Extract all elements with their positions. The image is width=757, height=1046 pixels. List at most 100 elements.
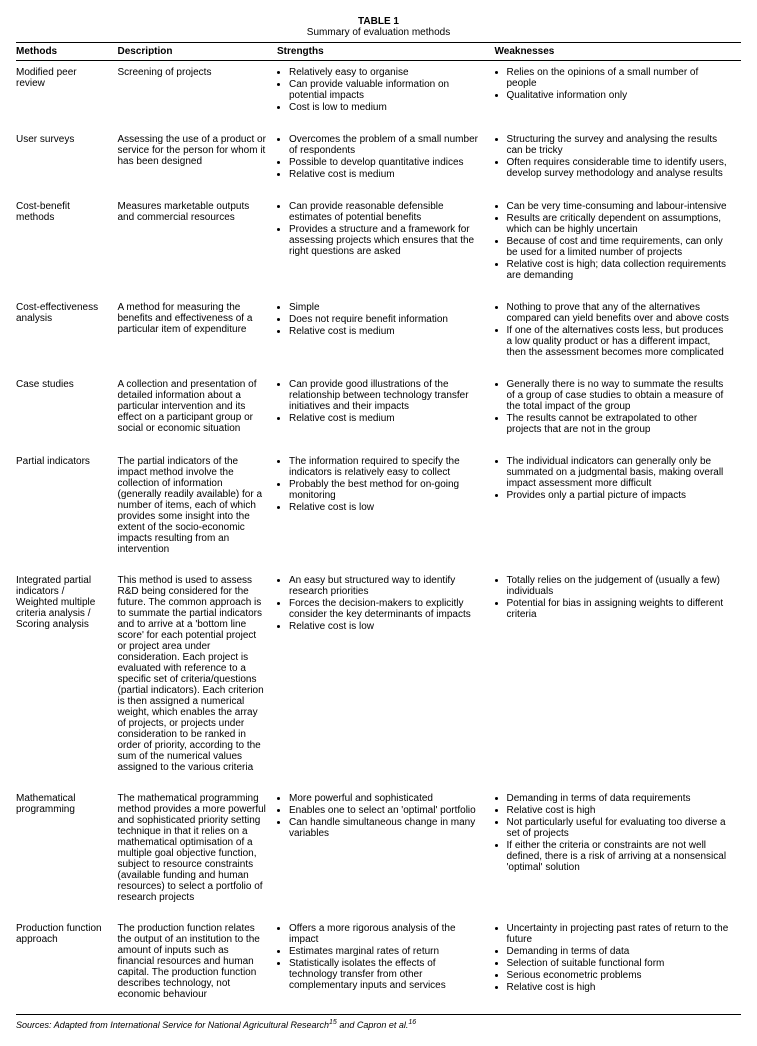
strength-item: Does not require benefit information — [289, 314, 485, 325]
cell-description: A collection and presentation of detaile… — [118, 373, 278, 450]
weakness-item: Can be very time-consuming and labour-in… — [507, 201, 732, 212]
cell-weaknesses: Generally there is no way to summate the… — [495, 373, 742, 450]
weakness-item: Serious econometric problems — [507, 970, 732, 981]
weakness-item: Selection of suitable functional form — [507, 958, 732, 969]
cell-method: User surveys — [16, 128, 118, 195]
table-label: TABLE 1 — [16, 16, 741, 27]
strength-item: Relative cost is medium — [289, 413, 485, 424]
strength-item: The information required to specify the … — [289, 456, 485, 478]
weakness-item: Often requires considerable time to iden… — [507, 157, 732, 179]
weakness-item: Relative cost is high — [507, 982, 732, 993]
strength-item: Overcomes the problem of a small number … — [289, 134, 485, 156]
strength-item: Relative cost is medium — [289, 326, 485, 337]
cell-method: Integrated partial indicators / Weighted… — [16, 569, 118, 787]
weakness-item: Generally there is no way to summate the… — [507, 379, 732, 412]
table-row: Modified peer reviewScreening of project… — [16, 61, 741, 129]
table-row: Production function approachThe producti… — [16, 917, 741, 1015]
strength-item: More powerful and sophisticated — [289, 793, 485, 804]
cell-weaknesses: Nothing to prove that any of the alterna… — [495, 296, 742, 373]
sources-ref-2: 16 — [408, 1019, 416, 1026]
weakness-item: Uncertainty in projecting past rates of … — [507, 923, 732, 945]
cell-strengths: Relatively easy to organiseCan provide v… — [277, 61, 495, 129]
cell-weaknesses: Structuring the survey and analysing the… — [495, 128, 742, 195]
table-row: Case studiesA collection and presentatio… — [16, 373, 741, 450]
cell-weaknesses: The individual indicators can generally … — [495, 450, 742, 569]
weakness-item: The individual indicators can generally … — [507, 456, 732, 489]
strength-item: Can provide good illustrations of the re… — [289, 379, 485, 412]
weakness-item: Demanding in terms of data requirements — [507, 793, 732, 804]
weakness-item: Nothing to prove that any of the alterna… — [507, 302, 732, 324]
sources-note: Sources: Adapted from International Serv… — [16, 1019, 741, 1030]
strength-item: Relative cost is medium — [289, 169, 485, 180]
strength-item: Relatively easy to organise — [289, 67, 485, 78]
sources-ref-1: 15 — [329, 1019, 337, 1026]
strength-item: Possible to develop quantitative indices — [289, 157, 485, 168]
cell-method: Mathematical programming — [16, 787, 118, 917]
cell-strengths: SimpleDoes not require benefit informati… — [277, 296, 495, 373]
cell-description: The production function relates the outp… — [118, 917, 278, 1015]
header-methods: Methods — [16, 43, 118, 61]
weakness-item: Relative cost is high — [507, 805, 732, 816]
cell-weaknesses: Can be very time-consuming and labour-in… — [495, 195, 742, 296]
weakness-item: Because of cost and time requirements, c… — [507, 236, 732, 258]
table-row: Integrated partial indicators / Weighted… — [16, 569, 741, 787]
strength-item: Forces the decision-makers to explicitly… — [289, 598, 485, 620]
cell-strengths: More powerful and sophisticatedEnables o… — [277, 787, 495, 917]
cell-description: Assessing the use of a product or servic… — [118, 128, 278, 195]
weakness-item: Not particularly useful for evaluating t… — [507, 817, 732, 839]
cell-method: Case studies — [16, 373, 118, 450]
weakness-item: Relies on the opinions of a small number… — [507, 67, 732, 89]
header-strengths: Strengths — [277, 43, 495, 61]
sources-label: Sources — [16, 1020, 49, 1030]
cell-weaknesses: Relies on the opinions of a small number… — [495, 61, 742, 129]
weakness-item: Structuring the survey and analysing the… — [507, 134, 732, 156]
cell-method: Production function approach — [16, 917, 118, 1015]
cell-method: Partial indicators — [16, 450, 118, 569]
cell-strengths: Can provide good illustrations of the re… — [277, 373, 495, 450]
table-row: User surveysAssessing the use of a produ… — [16, 128, 741, 195]
weakness-item: Demanding in terms of data — [507, 946, 732, 957]
table-row: Partial indicatorsThe partial indicators… — [16, 450, 741, 569]
weakness-item: Potential for bias in assigning weights … — [507, 598, 732, 620]
sources-text-1: : Adapted from International Service for… — [49, 1020, 329, 1030]
table-caption: Summary of evaluation methods — [16, 27, 741, 38]
strength-item: Can provide reasonable defensible estima… — [289, 201, 485, 223]
cell-strengths: An easy but structured way to identify r… — [277, 569, 495, 787]
strength-item: Offers a more rigorous analysis of the i… — [289, 923, 485, 945]
cell-weaknesses: Totally relies on the judgement of (usua… — [495, 569, 742, 787]
weakness-item: Totally relies on the judgement of (usua… — [507, 575, 732, 597]
weakness-item: If one of the alternatives costs less, b… — [507, 325, 732, 358]
cell-description: Screening of projects — [118, 61, 278, 129]
strength-item: An easy but structured way to identify r… — [289, 575, 485, 597]
strength-item: Relative cost is low — [289, 621, 485, 632]
weakness-item: Qualitative information only — [507, 90, 732, 101]
table-row: Cost-benefit methodsMeasures marketable … — [16, 195, 741, 296]
cell-method: Cost-benefit methods — [16, 195, 118, 296]
strength-item: Cost is low to medium — [289, 102, 485, 113]
strength-item: Provides a structure and a framework for… — [289, 224, 485, 257]
cell-method: Cost-effectiveness analysis — [16, 296, 118, 373]
weakness-item: Provides only a partial picture of impac… — [507, 490, 732, 501]
header-weaknesses: Weaknesses — [495, 43, 742, 61]
cell-method: Modified peer review — [16, 61, 118, 129]
evaluation-methods-table: Methods Description Strengths Weaknesses… — [16, 42, 741, 1015]
strength-item: Can provide valuable information on pote… — [289, 79, 485, 101]
cell-strengths: Overcomes the problem of a small number … — [277, 128, 495, 195]
cell-description: Measures marketable outputs and commerci… — [118, 195, 278, 296]
cell-description: The partial indicators of the impact met… — [118, 450, 278, 569]
cell-strengths: Can provide reasonable defensible estima… — [277, 195, 495, 296]
table-row: Mathematical programmingThe mathematical… — [16, 787, 741, 917]
cell-description: A method for measuring the benefits and … — [118, 296, 278, 373]
weakness-item: The results cannot be extrapolated to ot… — [507, 413, 732, 435]
cell-strengths: The information required to specify the … — [277, 450, 495, 569]
strength-item: Simple — [289, 302, 485, 313]
cell-strengths: Offers a more rigorous analysis of the i… — [277, 917, 495, 1015]
weakness-item: Results are critically dependent on assu… — [507, 213, 732, 235]
strength-item: Enables one to select an 'optimal' portf… — [289, 805, 485, 816]
strength-item: Probably the best method for on-going mo… — [289, 479, 485, 501]
cell-weaknesses: Demanding in terms of data requirementsR… — [495, 787, 742, 917]
table-row: Cost-effectiveness analysisA method for … — [16, 296, 741, 373]
header-description: Description — [118, 43, 278, 61]
strength-item: Relative cost is low — [289, 502, 485, 513]
weakness-item: Relative cost is high; data collection r… — [507, 259, 732, 281]
